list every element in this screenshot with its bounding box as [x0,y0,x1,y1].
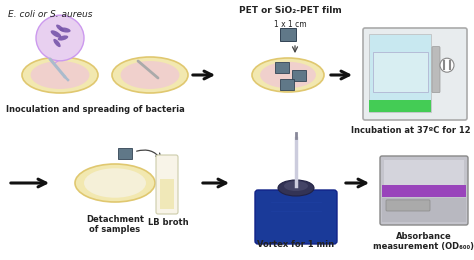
Ellipse shape [59,28,71,32]
Ellipse shape [56,24,64,31]
FancyBboxPatch shape [386,200,430,211]
Ellipse shape [260,62,316,88]
FancyBboxPatch shape [255,190,337,244]
FancyBboxPatch shape [118,148,132,159]
FancyBboxPatch shape [363,28,467,120]
Text: LB broth: LB broth [148,218,188,227]
Text: Detachment
of samples: Detachment of samples [86,215,144,235]
Text: Vortex for 1 min: Vortex for 1 min [257,240,335,249]
FancyBboxPatch shape [380,156,468,225]
Text: Inoculation and spreading of bacteria: Inoculation and spreading of bacteria [6,105,184,114]
FancyBboxPatch shape [160,179,174,209]
Ellipse shape [36,15,84,61]
Text: E. coli or S. aureus: E. coli or S. aureus [8,10,92,19]
Ellipse shape [58,35,68,41]
FancyBboxPatch shape [156,155,178,214]
Ellipse shape [54,39,61,47]
Ellipse shape [112,57,188,93]
FancyBboxPatch shape [280,28,296,41]
Ellipse shape [440,58,454,72]
FancyBboxPatch shape [369,100,431,112]
FancyBboxPatch shape [382,185,466,197]
FancyBboxPatch shape [373,52,428,92]
FancyBboxPatch shape [280,79,294,90]
Ellipse shape [252,58,324,92]
Text: 1 x 1 cm: 1 x 1 cm [273,20,306,29]
Ellipse shape [51,30,61,38]
FancyBboxPatch shape [275,62,289,73]
Ellipse shape [120,61,180,89]
FancyBboxPatch shape [369,34,431,112]
Text: Absorbance
measurement (OD₆₀₀): Absorbance measurement (OD₆₀₀) [374,232,474,251]
FancyBboxPatch shape [382,198,466,222]
Ellipse shape [284,181,308,191]
FancyBboxPatch shape [432,47,440,93]
FancyBboxPatch shape [384,160,464,185]
Ellipse shape [84,168,146,198]
FancyBboxPatch shape [292,70,306,81]
Text: PET or SiO₂-PET film: PET or SiO₂-PET film [238,6,341,15]
Ellipse shape [22,57,98,93]
Ellipse shape [278,180,314,196]
Ellipse shape [30,61,90,89]
Ellipse shape [75,164,155,202]
Text: Incubation at 37ºC for 12 h: Incubation at 37ºC for 12 h [351,126,474,135]
